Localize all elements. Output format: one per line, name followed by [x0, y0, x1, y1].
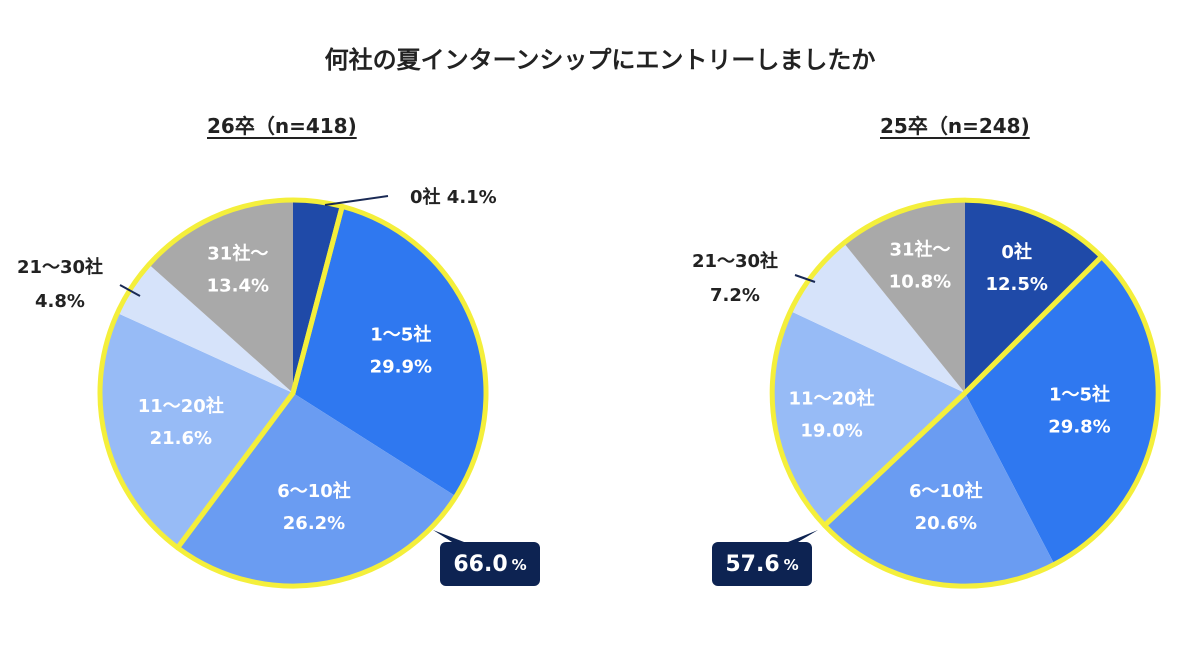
pie-25-callout-tail [788, 530, 818, 542]
pie-26-callout: 66.0% [433, 530, 540, 586]
pie-25-value-4: 7.2% [710, 285, 760, 306]
pie-25-callout: 57.6% [712, 530, 818, 586]
pie-25: 0社 12.5% 1～5社 29.8% 6～10社 20.6% 11～20社 19.0% 21～… [692, 197, 1161, 589]
pie-25-slice-2 [824, 393, 1055, 586]
pie-25-slice-1 [965, 256, 1158, 565]
pie-25-leader-4 [794, 274, 816, 283]
pie-25-label-1: 1～5社 [1049, 384, 1110, 406]
pie-25-value-1: 29.8% [1048, 417, 1110, 438]
pie-25-callout-value: 57.6% [725, 552, 798, 577]
pie-26-label-3: 11～20社 [138, 395, 224, 417]
pie-26-label-0: 0社 4.1% [410, 186, 497, 208]
pie-25-slice-5 [843, 200, 965, 393]
pie-25-slice-4 [790, 242, 965, 393]
pie-26-callout-tail [433, 530, 464, 542]
pie-25-label-2: 6～10社 [909, 480, 983, 502]
pie-26-value-4: 4.8% [35, 291, 85, 312]
pie-26-label-1: 1～5社 [370, 324, 431, 346]
pie-26-value-5: 13.4% [207, 276, 269, 297]
pie-26-label-4: 21～30社 [17, 256, 103, 278]
pie-26-slice-5 [149, 200, 293, 393]
pie-25-value-3: 19.0% [800, 420, 862, 441]
pie-25-slice-3 [772, 311, 965, 526]
pie-26-slice-3 [100, 313, 294, 548]
pie-25-label-4: 21～30社 [692, 250, 778, 272]
pie-25-label-0: 0社 [1001, 241, 1032, 263]
pie-26-slice-2 [177, 393, 456, 587]
pie-25-value-2: 20.6% [915, 513, 977, 534]
pie-26-highlight-outline [175, 203, 489, 589]
pie-25-title: 25卒（n=248) [880, 114, 1030, 138]
pie-25-callout-box [712, 542, 812, 586]
pie-26-slice-4 [117, 264, 293, 393]
pie-26-value-3: 21.6% [150, 428, 212, 449]
pie-25-rest-outline [769, 197, 1105, 528]
pie-26-rest-outline [97, 197, 345, 551]
pie-25-label-5: 31社～ [889, 239, 950, 261]
pie-26-leader-4 [119, 284, 141, 297]
pie-26-value-1: 29.9% [370, 357, 432, 378]
pie-26-label-2: 6～10社 [277, 480, 351, 502]
pie-25-value-5: 10.8% [889, 272, 951, 293]
pie-26-value-2: 26.2% [283, 513, 345, 534]
pie-26-callout-value: 66.0% [453, 552, 526, 577]
chart-title: 何社の夏インターンシップにエントリーしましたか [324, 46, 876, 74]
pie-26-label-5: 31社～ [207, 243, 268, 265]
pie-25-slice-0 [965, 200, 1102, 393]
pie-26-title: 26卒（n=418) [207, 114, 357, 138]
pie-25-value-0: 12.5% [985, 274, 1047, 295]
pie-26: 0社 4.1% 1～5社 29.9% 6～10社 26.2% 11～20社 21.6% 21～… [17, 186, 497, 589]
pie-25-highlight-outline [822, 254, 1161, 589]
pie-26-slice-1 [293, 206, 487, 497]
pie-26-leader-0 [324, 195, 389, 206]
pie-25-label-3: 11～20社 [789, 387, 875, 409]
pie-26-callout-box [440, 542, 540, 586]
